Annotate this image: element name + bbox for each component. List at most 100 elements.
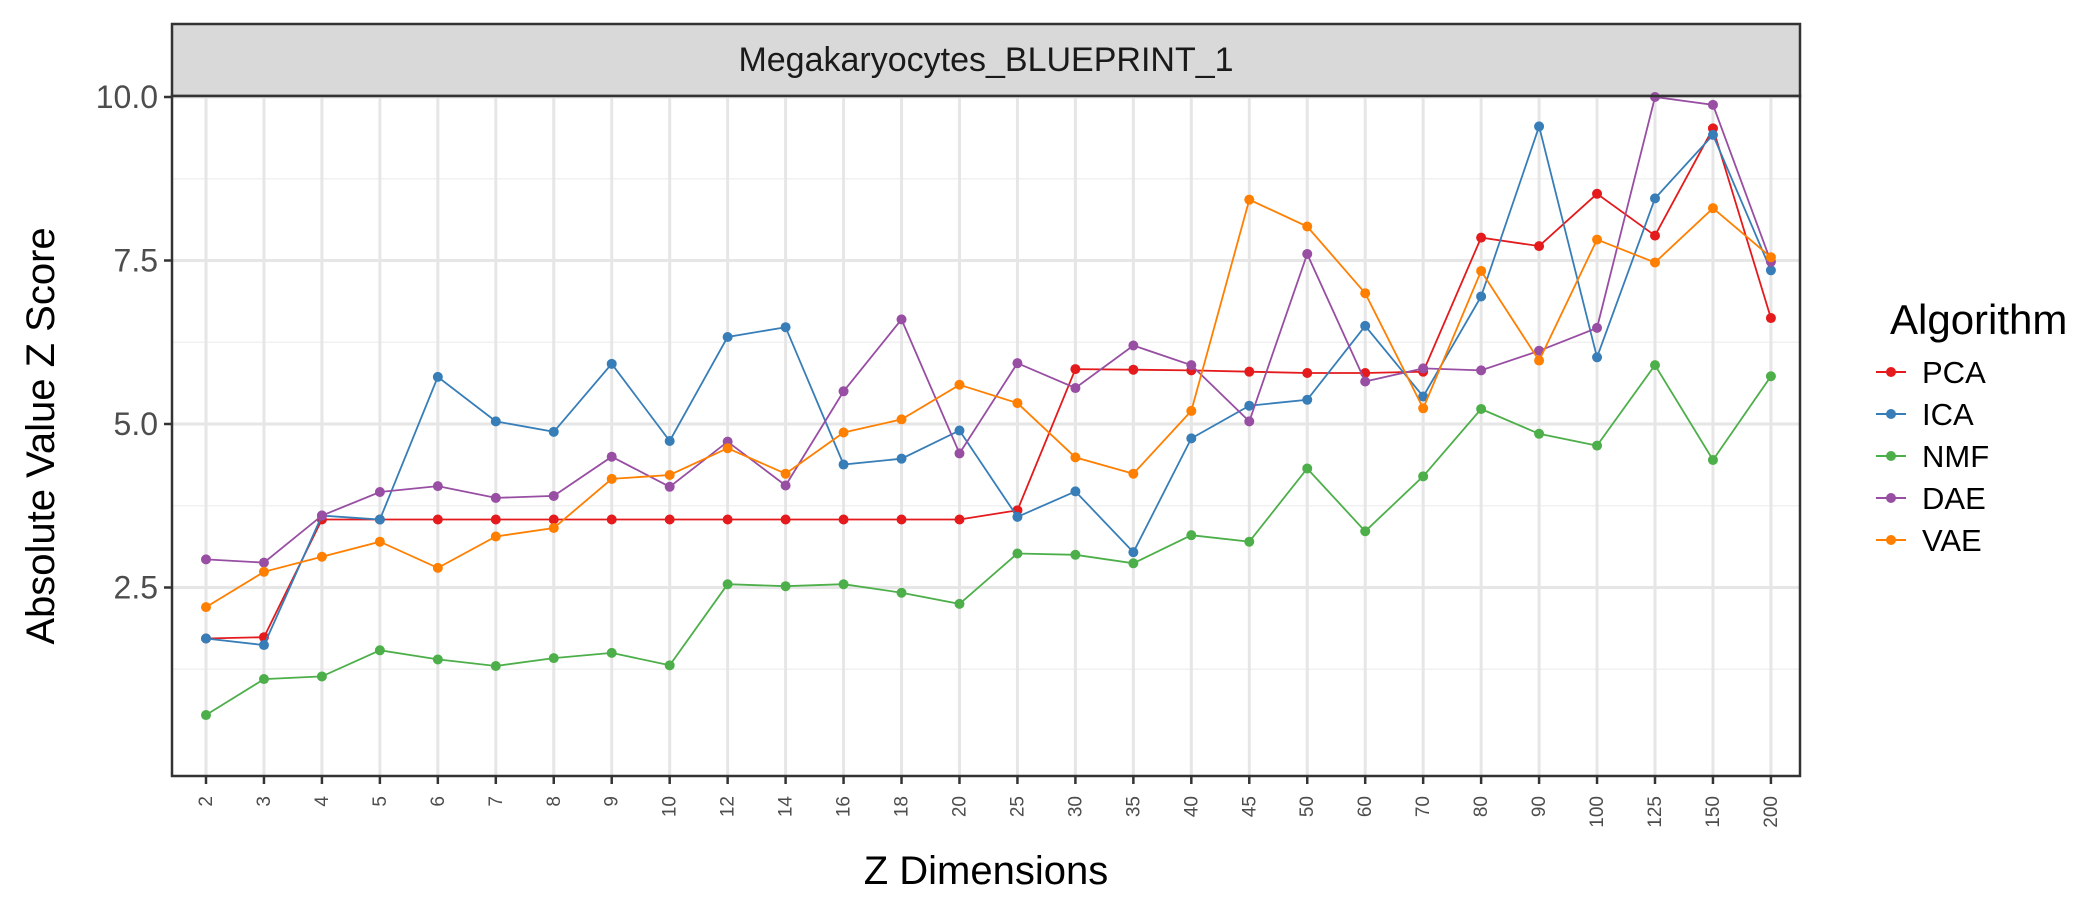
- chart-title: Megakaryocytes_BLUEPRINT_1: [738, 41, 1233, 79]
- point-vae: [374, 536, 385, 547]
- point-nmf: [490, 660, 501, 671]
- x-tick-label: 125: [1645, 796, 1666, 828]
- point-vae: [1070, 452, 1081, 463]
- legend-item-dae: DAE: [1876, 481, 1986, 516]
- point-vae: [954, 379, 965, 390]
- y-axis-label: Absolute Value Z Score: [19, 227, 63, 644]
- series-line-ica: [205, 123, 1772, 647]
- point-ica: [1592, 352, 1603, 363]
- x-tick-label: 70: [1413, 796, 1434, 817]
- point-ica: [1244, 400, 1255, 411]
- point-nmf: [1186, 530, 1197, 541]
- point-dae: [838, 386, 849, 397]
- point-ica: [374, 514, 385, 525]
- point-pca: [1592, 188, 1603, 199]
- point-dae: [780, 480, 791, 491]
- point-vae: [201, 602, 211, 613]
- point-dae: [606, 451, 617, 462]
- legend-label: DAE: [1922, 481, 1986, 516]
- point-ica: [1302, 394, 1313, 405]
- point-nmf: [548, 653, 559, 664]
- point-nmf: [1244, 536, 1255, 547]
- point-nmf: [1650, 360, 1660, 371]
- point-vae: [1128, 468, 1139, 479]
- point-pca: [896, 514, 907, 525]
- x-tick-label: 6: [428, 796, 449, 807]
- point-vae: [1012, 398, 1023, 409]
- point-pca: [490, 514, 501, 525]
- point-vae: [606, 473, 617, 484]
- point-pca: [1302, 367, 1313, 378]
- point-pca: [1534, 241, 1545, 252]
- point-ica: [1707, 129, 1718, 140]
- legend-key-point: [1886, 535, 1896, 545]
- point-pca: [780, 514, 791, 525]
- point-nmf: [1765, 371, 1776, 382]
- point-pca: [1244, 366, 1255, 377]
- point-ica: [838, 459, 849, 470]
- point-pca: [664, 514, 675, 525]
- point-nmf: [722, 579, 733, 590]
- point-vae: [490, 531, 501, 542]
- x-tick-label: 35: [1123, 796, 1144, 817]
- x-tick-label: 50: [1297, 796, 1318, 817]
- point-nmf: [1360, 526, 1371, 537]
- point-pca: [606, 514, 617, 525]
- point-vae: [1650, 257, 1660, 268]
- x-tick-label: 2: [196, 796, 217, 807]
- point-nmf: [201, 710, 211, 721]
- legend-item-ica: ICA: [1876, 397, 1974, 432]
- point-vae: [1244, 194, 1255, 205]
- x-axis: 2 3 4 5 6 7 8 9 10 12 14 16 18 20 25 30 35 40 45 50 60 70 80 90…: [196, 776, 1782, 828]
- point-dae: [896, 314, 907, 325]
- point-nmf: [954, 598, 965, 609]
- point-vae: [316, 551, 327, 562]
- point-dae: [1128, 340, 1139, 351]
- legend-label: NMF: [1922, 439, 1989, 474]
- point-dae: [954, 448, 965, 459]
- series-layer: [201, 92, 1776, 721]
- point-vae: [1418, 403, 1429, 414]
- y-tick-label: 7.5: [114, 243, 158, 279]
- point-ica: [1765, 265, 1776, 276]
- point-ica: [548, 426, 559, 437]
- point-nmf: [606, 647, 617, 658]
- point-nmf: [1128, 558, 1139, 569]
- point-vae: [258, 566, 269, 577]
- legend-item-vae: VAE: [1876, 523, 1982, 558]
- x-axis-label: Z Dimensions: [864, 849, 1109, 893]
- point-dae: [1360, 376, 1371, 387]
- point-dae: [1707, 99, 1718, 110]
- point-vae: [548, 522, 559, 533]
- point-dae: [1534, 345, 1545, 356]
- x-tick-label: 40: [1181, 796, 1202, 817]
- x-tick-label: 5: [370, 796, 391, 807]
- point-dae: [490, 492, 501, 503]
- point-vae: [780, 468, 791, 479]
- legend-key-point: [1886, 451, 1896, 461]
- y-tick-label: 5.0: [114, 406, 158, 442]
- x-tick-label: 7: [486, 796, 507, 807]
- legend-label: ICA: [1922, 397, 1974, 432]
- point-vae: [1534, 355, 1545, 366]
- point-ica: [201, 633, 211, 644]
- point-nmf: [1418, 471, 1429, 482]
- point-pca: [838, 514, 849, 525]
- legend-item-pca: PCA: [1876, 355, 1986, 390]
- facet-strip: [170, 22, 1802, 98]
- point-nmf: [1302, 463, 1313, 474]
- point-vae: [664, 470, 675, 481]
- point-nmf: [664, 660, 675, 671]
- point-ica: [258, 640, 269, 651]
- y-tick-label: 10.0: [96, 79, 158, 115]
- point-ica: [1360, 320, 1371, 331]
- legend-title: Algorithm: [1890, 296, 2067, 343]
- point-dae: [316, 510, 327, 521]
- x-tick-label: 4: [312, 796, 333, 807]
- point-vae: [1707, 203, 1718, 214]
- point-vae: [1476, 265, 1487, 276]
- series-line-pca: [205, 126, 1772, 640]
- x-tick-label: 8: [544, 796, 565, 807]
- y-tick-label: 2.5: [114, 570, 158, 606]
